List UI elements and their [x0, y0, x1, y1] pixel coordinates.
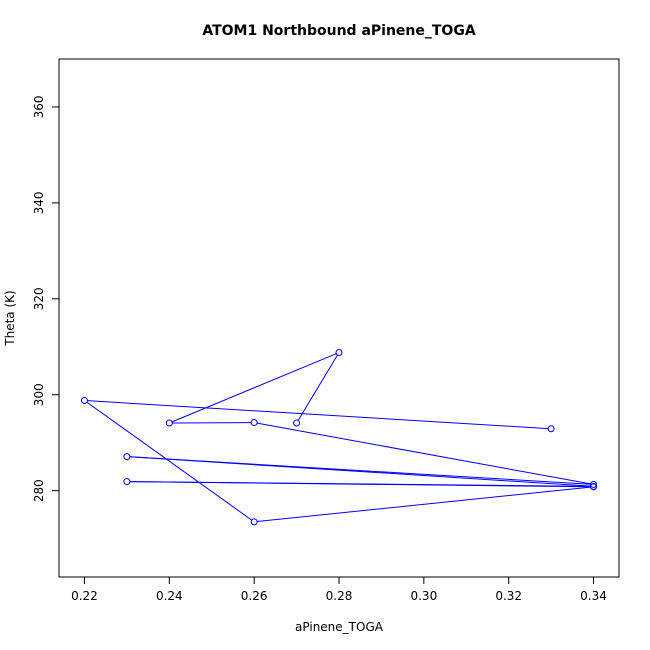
- plot-frame: [58, 58, 620, 578]
- series-segment: [297, 354, 338, 421]
- y-axis-label: Theta (K): [3, 290, 17, 346]
- series-segment: [86, 401, 253, 521]
- data-point: [80, 396, 88, 404]
- data-point: [590, 483, 598, 491]
- y-tick-label: 280: [32, 479, 46, 502]
- y-tick-label: 300: [32, 383, 46, 406]
- data-point: [123, 453, 131, 461]
- series-line: [86, 353, 591, 523]
- data-point: [123, 478, 131, 486]
- series-segment: [171, 353, 337, 423]
- data-point: [590, 480, 598, 488]
- data-point: [547, 425, 555, 433]
- x-axis: 0.22 0.24 0.26 0.28 0.30 0.32 0.34: [71, 576, 607, 603]
- data-point: [165, 419, 173, 427]
- data-point: [250, 419, 258, 427]
- series-points: [80, 349, 598, 526]
- y-axis: 280 300 320 340 360: [32, 96, 60, 502]
- y-tick-label: 360: [32, 96, 46, 119]
- series-segment: [257, 486, 591, 523]
- x-tick-label: 0.26: [241, 589, 268, 603]
- series-segment: [129, 456, 591, 487]
- x-tick-label: 0.28: [326, 589, 353, 603]
- x-axis-label: aPinene_TOGA: [295, 620, 384, 634]
- x-tick-label: 0.24: [156, 589, 183, 603]
- x-tick-label: 0.34: [580, 589, 607, 603]
- x-tick-label: 0.22: [71, 589, 98, 603]
- series-segment: [87, 400, 549, 430]
- series-segment: [257, 422, 591, 485]
- data-point: [335, 349, 343, 357]
- y-tick-label: 320: [32, 287, 46, 310]
- data-point: [293, 419, 301, 427]
- chart-title: ATOM1 Northbound aPinene_TOGA: [202, 23, 475, 39]
- series-segment: [129, 481, 591, 488]
- data-point: [250, 518, 258, 526]
- y-tick-label: 340: [32, 191, 46, 214]
- x-tick-label: 0.30: [410, 589, 437, 603]
- x-tick-label: 0.32: [495, 589, 522, 603]
